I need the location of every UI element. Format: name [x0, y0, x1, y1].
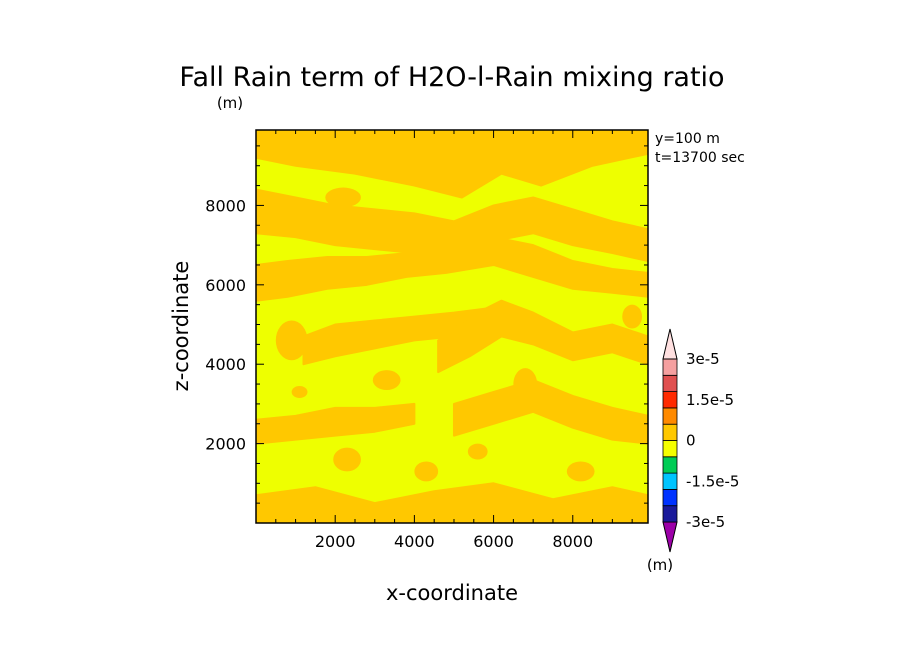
colorbar-label: -1.5e-5: [686, 472, 739, 490]
contour-blob-2: [584, 141, 617, 158]
contour-blob-3: [275, 320, 308, 361]
plot-area: [256, 130, 648, 523]
colorbar-segment-2: [662, 488, 678, 507]
contour-blob-8: [566, 461, 595, 482]
contour-blob-10: [622, 304, 643, 329]
colorbar-segment-10: [662, 358, 678, 376]
contour-blob-4: [372, 370, 401, 391]
colorbar-segment-8: [662, 391, 678, 409]
colorbar-segment-6: [662, 423, 678, 441]
colorbar-label: 0: [686, 432, 696, 450]
contour-blob-0: [325, 187, 361, 208]
contour-band-6: [452, 379, 648, 445]
contour-blob-9: [291, 386, 308, 398]
x-tick-label: 8000: [552, 532, 593, 551]
plot-frame: [255, 129, 649, 524]
colorbar-segment-9: [662, 374, 678, 392]
colorbar-segment-4: [662, 456, 678, 474]
contour-blob-11: [467, 443, 488, 460]
y-tick-label: 8000: [205, 196, 246, 215]
contour-band-2: [256, 236, 648, 302]
field-contours: [256, 130, 648, 523]
x-axis: 2000 4000 6000 8000: [275, 130, 633, 551]
chart-title: Fall Rain term of H2O-l-Rain mixing rati…: [179, 62, 724, 93]
colorbar-unit: (m): [647, 556, 673, 574]
y-axis: 2000 4000 6000 8000: [205, 145, 648, 504]
contour-blob-7: [414, 461, 439, 482]
contour-band-7: [256, 482, 648, 523]
colorbar-segment-1: [662, 505, 678, 523]
contour-blob-1: [511, 159, 540, 180]
contour-band-4: [437, 299, 648, 374]
colorbar-label: 1.5e-5: [686, 391, 734, 409]
info-t-line: t=13700 sec: [655, 150, 745, 166]
x-tick-label: 2000: [315, 532, 356, 551]
colorbar-high-arrow: [662, 328, 678, 360]
colorbar-label: -3e-5: [686, 513, 725, 531]
x-tick-label: 6000: [473, 532, 514, 551]
contour-band-1: [256, 188, 648, 262]
info-y-line: y=100 m: [655, 131, 720, 147]
title-unit: (m): [217, 94, 243, 112]
x-tick-label: 4000: [394, 532, 435, 551]
contour-blob-5: [513, 368, 538, 400]
colorbar-low-arrow: [662, 521, 678, 553]
x-axis-label: x-coordinate: [386, 581, 518, 605]
colorbar-segment-3: [662, 472, 678, 490]
colorbar-segment-7: [662, 407, 678, 425]
colorbar-label: 3e-5: [686, 350, 720, 368]
y-axis-label: z-coordinate: [169, 261, 193, 392]
colorbar-segment-5: [662, 440, 678, 458]
contour-blob-6: [333, 447, 361, 472]
y-tick-label: 4000: [205, 355, 246, 374]
y-tick-label: 2000: [205, 435, 246, 454]
contour-band-5: [256, 402, 416, 445]
contour-band-0: [256, 130, 648, 199]
y-tick-label: 6000: [205, 276, 246, 295]
colorbar: 3e-5 1.5e-5 0 -1.5e-5 -3e-5: [662, 328, 739, 553]
